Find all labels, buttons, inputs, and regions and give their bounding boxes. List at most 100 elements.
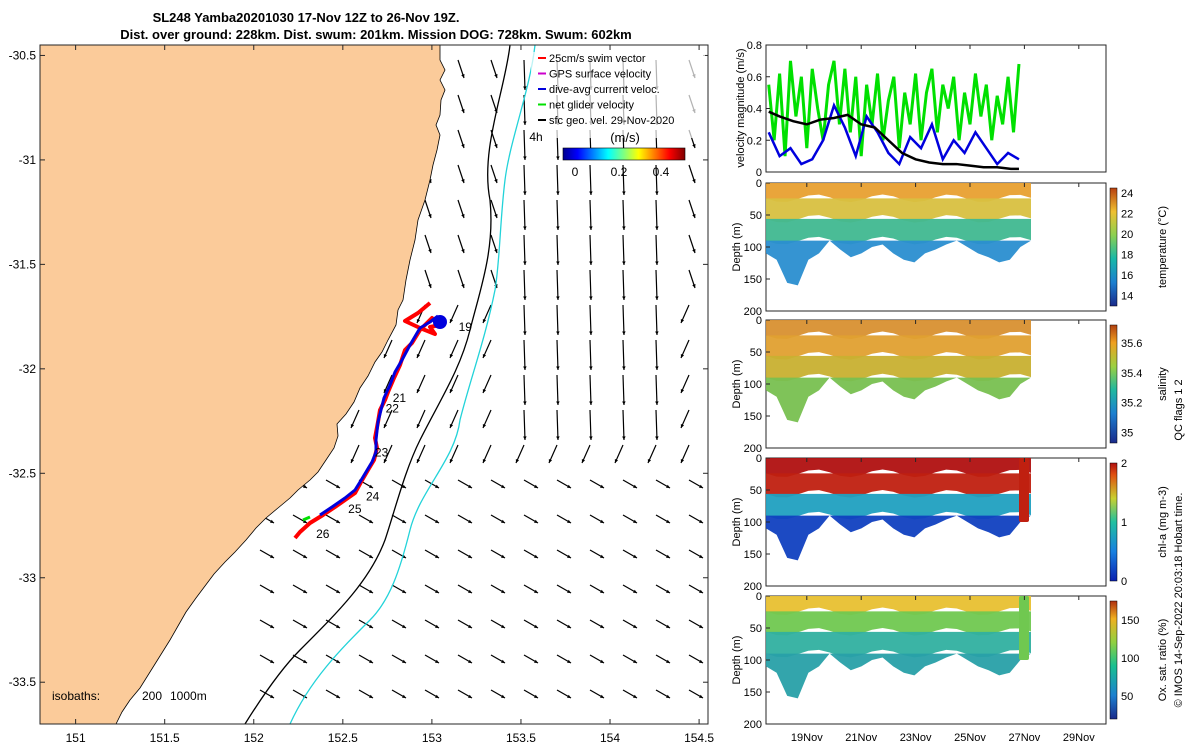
velocity-series-1 <box>767 101 1020 167</box>
heatmap-1-ytick-0: 0 <box>756 315 762 327</box>
heatmap-panel-2: 0 50 100 150 200 Depth (m) 0 1 2 chl-a (mg m-3) <box>731 453 1169 593</box>
heatmap-2-ytick-4: 200 <box>744 581 762 593</box>
heatmap-3-ytick-1: 50 <box>750 623 762 635</box>
heatmap-3-ytick-4: 200 <box>744 719 762 731</box>
heatmap-1-ctick-3: 35.6 <box>1121 338 1142 350</box>
heatmap-2-ctick-1: 1 <box>1121 517 1127 529</box>
velocity-ytick-4: 0.8 <box>747 40 762 52</box>
map-xtick-label-0: 151 <box>66 731 86 745</box>
map-ytick-label-6: -33.5 <box>9 675 37 689</box>
heatmap-0-ctick-5: 24 <box>1121 188 1133 200</box>
velocity-ytick-3: 0.6 <box>747 72 762 84</box>
heatmap-0-ctick-2: 18 <box>1121 250 1133 262</box>
heatmap-2-ylabel: Depth (m) <box>731 498 743 547</box>
legend-item-4: sfc geo. vel. 29-Nov-2020 <box>549 115 674 127</box>
heatmap-1-ctick-1: 35.2 <box>1121 398 1142 410</box>
map-legend: 25cm/s swim vector GPS surface velocity di… <box>531 52 705 138</box>
heatmap-0-ytick-2: 100 <box>744 242 762 254</box>
qc-flags-label: QC flags 1 2 <box>1173 379 1185 440</box>
colorbar-tick-2: 0.4 <box>653 165 670 179</box>
heatmap-panel-1: 0 50 100 150 200 Depth (m) 35 35.2 35.4 35.6 salin… <box>731 315 1169 455</box>
heatmap-0-ytick-3: 150 <box>744 274 762 286</box>
heatmap-1-ylabel: Depth (m) <box>731 360 743 409</box>
heatmap-1-colorbar: 35 35.2 35.4 35.6 salinity <box>1109 324 1169 444</box>
map-colorbar: (m/s) 0 0.2 0.4 4h <box>529 130 686 179</box>
legend-item-3: net glider velocity <box>549 100 634 112</box>
land <box>40 45 446 724</box>
heatmap-0-ctick-1: 16 <box>1121 270 1133 282</box>
colorbar-tick-1: 0.2 <box>611 165 628 179</box>
isobath-1000m <box>244 45 511 724</box>
heatmap-3-ytick-0: 0 <box>756 591 762 603</box>
title-line-2: Dist. over ground: 228km. Dist. swum: 20… <box>120 27 632 42</box>
map-xtick-label-6: 154 <box>600 731 620 745</box>
map-ytick-label-2: -31.5 <box>9 257 37 271</box>
map-xtick-label-5: 153.5 <box>506 731 536 745</box>
map-ytick-label-0: -30.5 <box>9 48 37 62</box>
map-xtick-label-4: 153 <box>422 731 442 745</box>
velocity-series-2 <box>768 110 1019 171</box>
day-label-19: 19 <box>459 320 473 334</box>
heatmap-0-ytick-4: 200 <box>744 306 762 318</box>
heatmap-2-ctick-2: 2 <box>1121 458 1127 470</box>
map-xtick-label-3: 152.5 <box>328 731 358 745</box>
day-label-23: 23 <box>375 445 389 459</box>
map-xtick-label-7: 154.5 <box>684 731 714 745</box>
heatmap-3-ctick-2: 150 <box>1121 615 1139 627</box>
heatmap-2-ytick-2: 100 <box>744 517 762 529</box>
heatmap-1-ytick-4: 200 <box>744 443 762 455</box>
heatmap-3-ctick-1: 100 <box>1121 653 1139 665</box>
heatmap-2-ctick-0: 0 <box>1121 576 1127 588</box>
heatmap-1-ytick-3: 150 <box>744 411 762 423</box>
heatmap-1-ytick-2: 100 <box>744 379 762 391</box>
day-label-21: 21 <box>393 391 407 405</box>
time-tick-label-4: 27Nov <box>1009 732 1041 744</box>
isobath-200m <box>289 45 536 724</box>
heatmap-2-clabel: chl-a (mg m-3) <box>1157 486 1169 558</box>
isobath-200-label: 200 <box>142 689 162 703</box>
map-xtick-label-2: 152 <box>244 731 264 745</box>
heatmap-0-ytick-0: 0 <box>756 178 762 190</box>
heatmap-0-ctick-0: 14 <box>1121 291 1133 303</box>
heatmap-2-ytick-1: 50 <box>750 485 762 497</box>
day-label-26: 26 <box>316 527 330 541</box>
colorbar-tick-0: 0 <box>572 165 579 179</box>
map-ytick-label-1: -31 <box>19 153 37 167</box>
heatmap-2-ytick-3: 150 <box>744 549 762 561</box>
heatmap-1-ctick-2: 35.4 <box>1121 368 1142 380</box>
day-label-25: 25 <box>348 502 362 516</box>
heatmap-panel-0: 0 50 100 150 200 Depth (m) 14 16 18 20 22 24 tempera… <box>731 178 1169 318</box>
heatmap-0-ctick-4: 22 <box>1121 209 1133 221</box>
heatmap-3-clabel: Ox. sat. ratio (%) <box>1157 619 1169 702</box>
heatmap-0-ytick-1: 50 <box>750 210 762 222</box>
time-tick-label-0: 19Nov <box>791 732 823 744</box>
heatmap-0-ctick-3: 20 <box>1121 229 1133 241</box>
map-ytick-label-4: -32.5 <box>9 466 37 480</box>
heatmap-0-clabel: temperature (°C) <box>1157 206 1169 288</box>
heatmap-3-colorbar: 50 100 150 Ox. sat. ratio (%) <box>1109 600 1169 720</box>
heatmap-panel-3: 0 50 100 150 200 Depth (m) 50 100 150 Ox. sat. ra… <box>731 591 1169 731</box>
velocity-ytick-1: 0.2 <box>747 135 762 147</box>
heatmap-3-ytick-3: 150 <box>744 687 762 699</box>
velocity-ytick-0: 0 <box>756 167 762 179</box>
heatmap-3-ylabel: Depth (m) <box>731 636 743 685</box>
day-label-24: 24 <box>366 489 380 503</box>
legend-item-1: GPS surface velocity <box>549 69 652 81</box>
map-ytick-label-5: -33 <box>19 571 37 585</box>
heatmap-3-ctick-0: 50 <box>1121 691 1133 703</box>
legend-item-0: 25cm/s swim vector <box>549 53 646 65</box>
track-dive-avg-blue <box>319 314 439 517</box>
isobath-1000-label: 1000m <box>170 689 207 703</box>
time-tick-label-2: 23Nov <box>900 732 932 744</box>
glider-track-map: 151 151.5 152 152.5 153 153.5 154 154.5 -30.5 -3… <box>9 44 714 745</box>
heatmap-1-ytick-1: 50 <box>750 347 762 359</box>
velocity-ytick-2: 0.4 <box>747 104 762 116</box>
heatmap-0-colorbar: 14 16 18 20 22 24 temperature (°C) <box>1109 187 1169 307</box>
map-xtick-label-1: 151.5 <box>150 731 180 745</box>
colorbar-unit: (m/s) <box>610 130 640 145</box>
heatmap-0-ylabel: Depth (m) <box>731 223 743 272</box>
velocity-ylabel: velocity magnitude (m/s) <box>735 48 747 167</box>
velocity-panel: 0 0.2 0.4 0.6 0.8 velocity magnitude (m/s) <box>735 40 1107 179</box>
velocity-series-0 <box>767 60 1021 157</box>
